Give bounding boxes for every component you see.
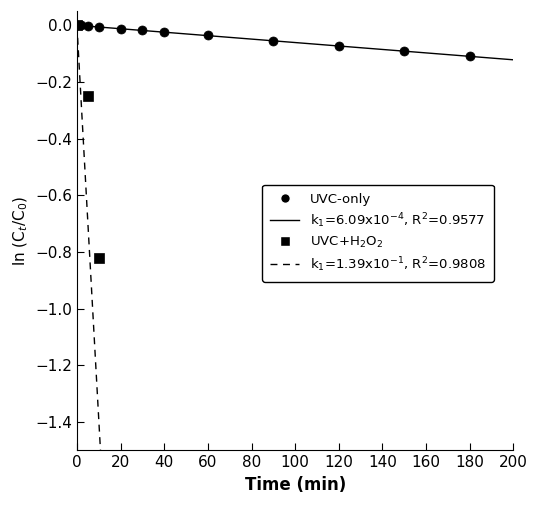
- Legend: UVC-only, k$_1$=6.09x10$^{-4}$, R$^2$=0.9577, UVC+H$_2$O$_2$, k$_1$=1.39x10$^{-1: UVC-only, k$_1$=6.09x10$^{-4}$, R$^2$=0.…: [262, 185, 494, 282]
- Y-axis label: ln (C$_t$/C$_0$): ln (C$_t$/C$_0$): [11, 196, 30, 266]
- X-axis label: Time (min): Time (min): [245, 476, 346, 494]
